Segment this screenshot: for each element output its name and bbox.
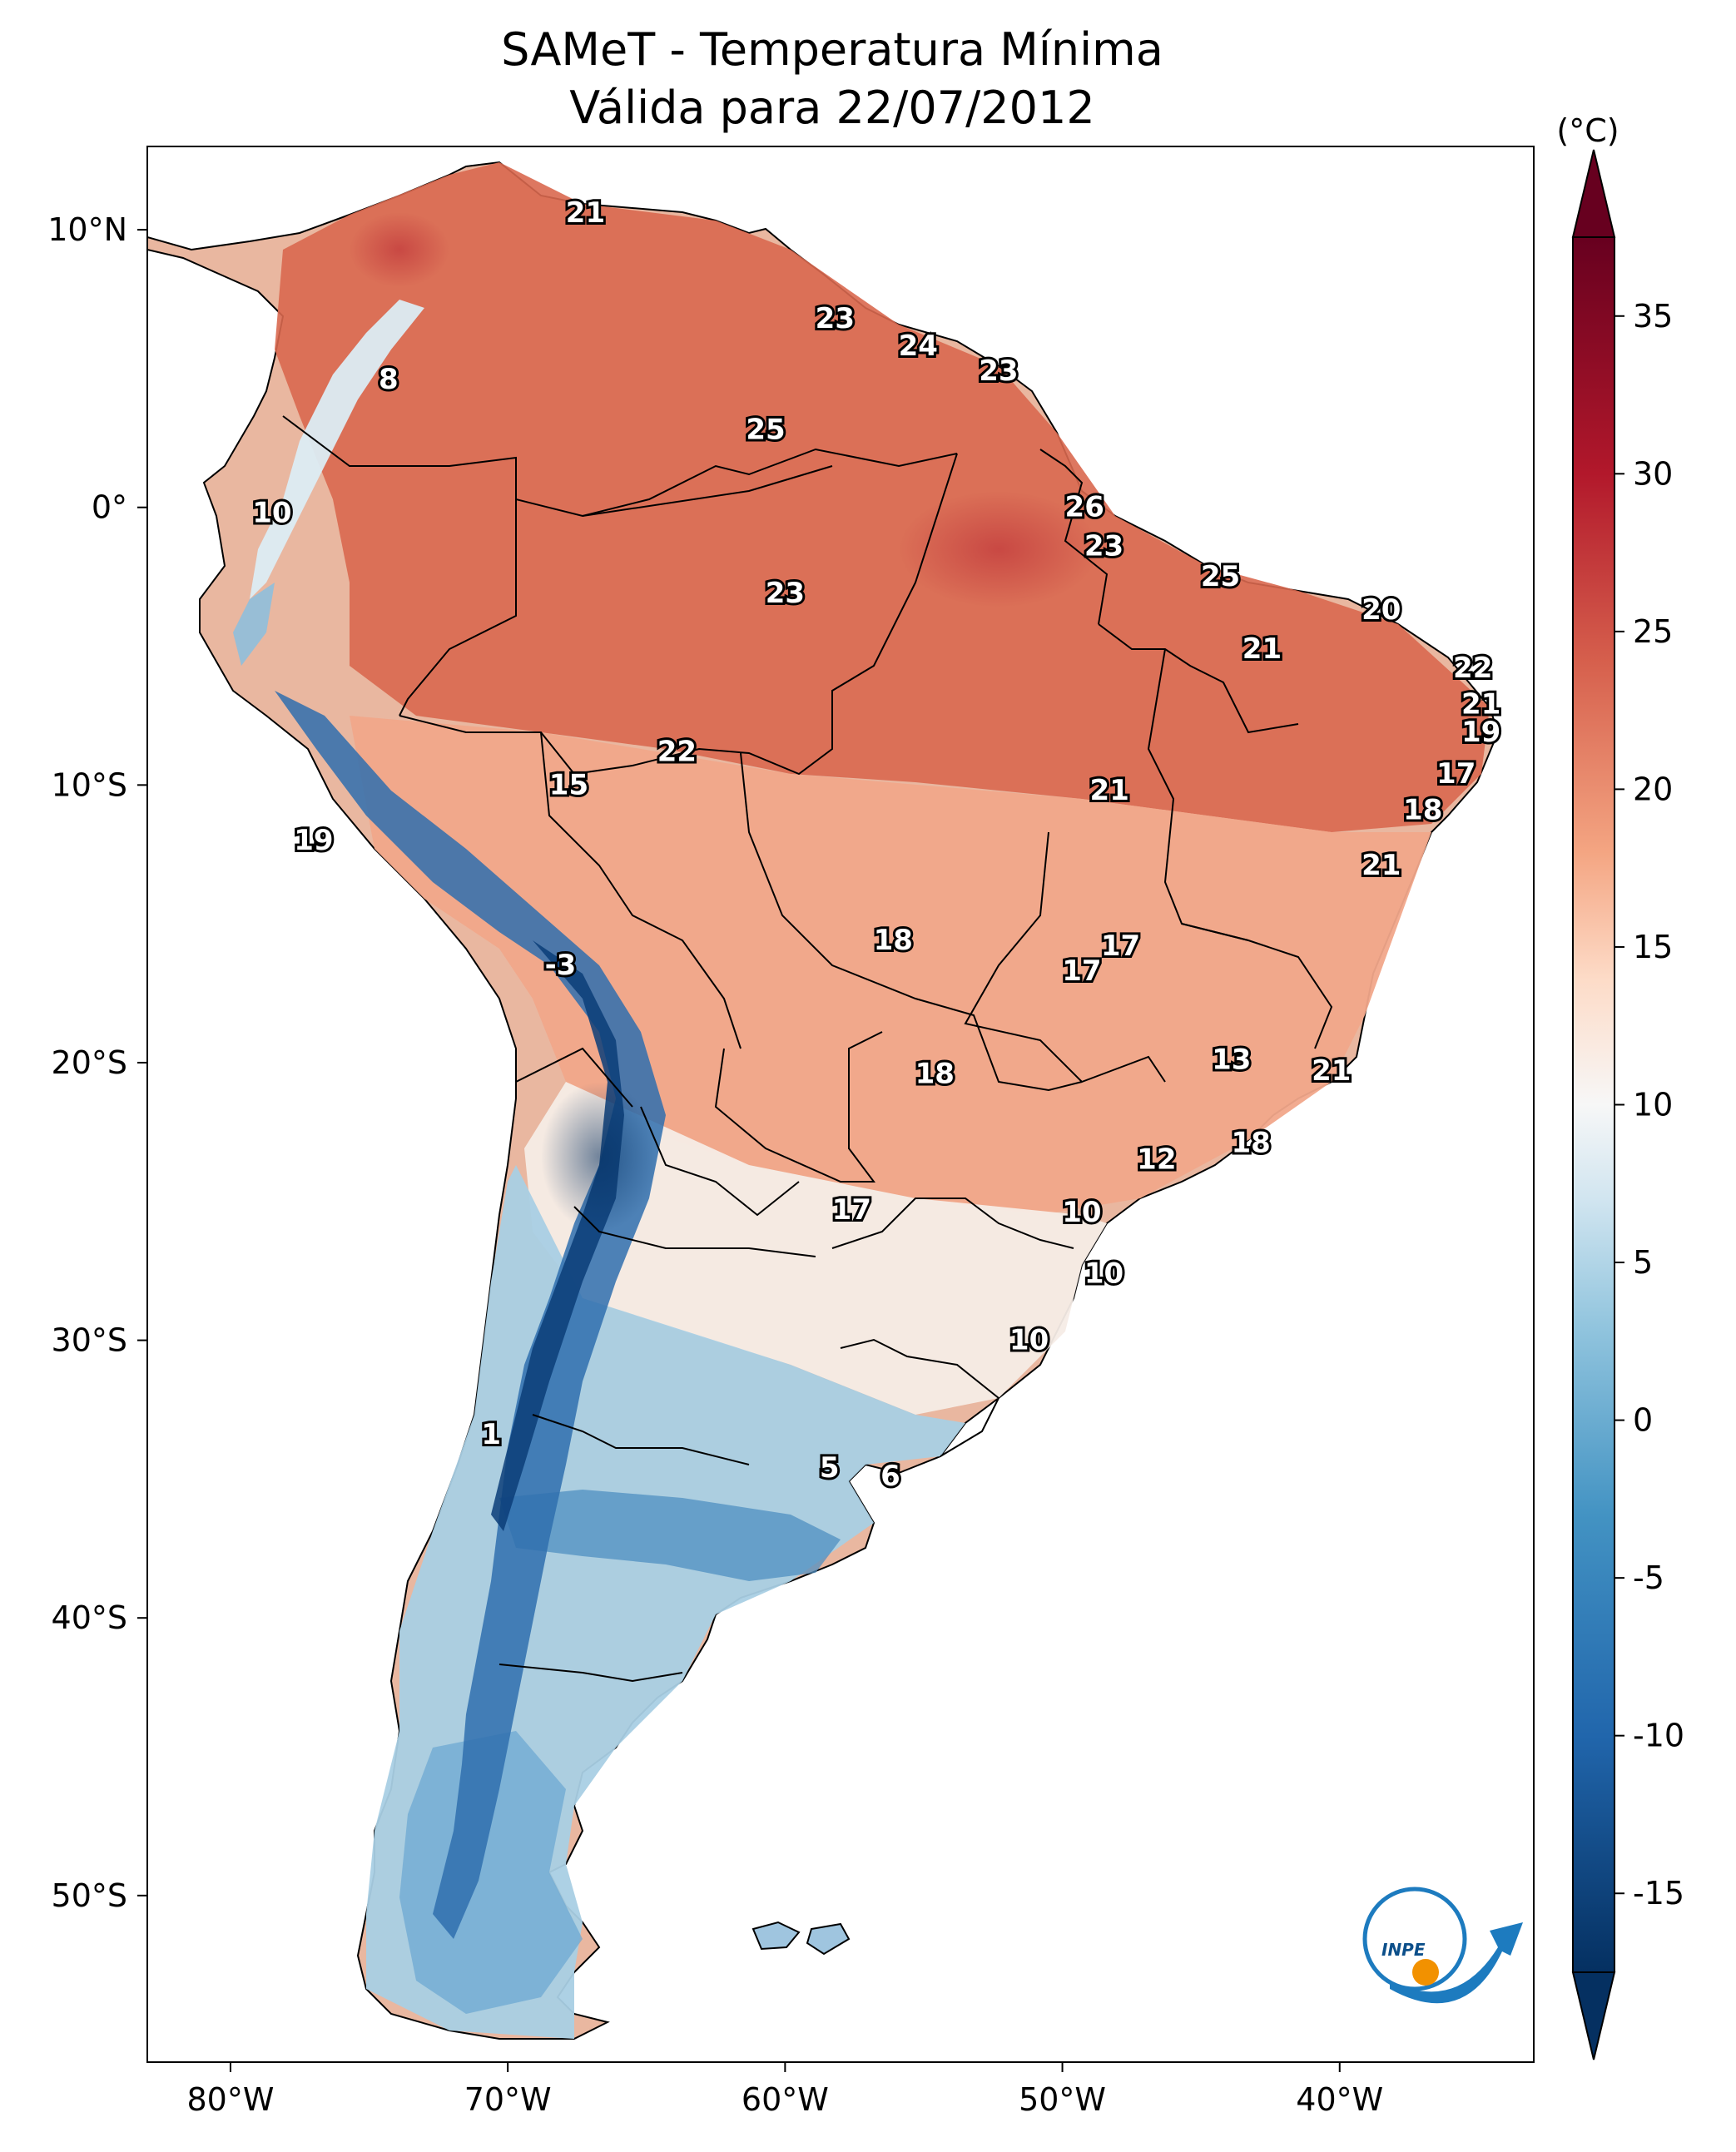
region-cold-patagonia [399, 1731, 583, 2014]
colorbar-tick-label: 15 [1633, 929, 1673, 965]
colorbar-tick-label: 30 [1633, 455, 1673, 492]
city-temperature-label: 10 [1084, 1257, 1123, 1291]
colorbar-ticks: 35 30 25 20 15 10 5 0 -5 -10 -15 [1614, 298, 1684, 1912]
colorbar-tick-label: 25 [1633, 613, 1673, 650]
city-temperature-label: 18 [874, 924, 913, 957]
logo-text: INPE [1381, 1940, 1426, 1960]
city-temperature-label: 18 [1403, 793, 1442, 826]
hotspot-venezuela [350, 212, 449, 287]
city-temperature-label: 17 [1062, 955, 1101, 988]
lon-tick-label: 50°W [1019, 2081, 1106, 2118]
lat-tick-label: 50°S [52, 1877, 127, 1914]
city-temperature-label: 10 [1062, 1196, 1101, 1229]
colorbar-unit: (°C) [1556, 112, 1619, 149]
city-temperature-label: 18 [1231, 1127, 1270, 1160]
colorbar-bar [1572, 236, 1615, 1973]
lat-tick-label: 30°S [52, 1322, 127, 1359]
city-temperature-label: 25 [1201, 560, 1240, 593]
city-temperature-label: 19 [294, 824, 333, 857]
map-area [147, 146, 1534, 2062]
lon-tick-label: 60°W [742, 2081, 829, 2118]
city-temperature-label: 23 [766, 577, 805, 610]
city-temperature-label: 12 [1137, 1143, 1176, 1177]
colorbar: (°C) 35 30 25 20 15 10 5 0 -5 -10 -15 [1556, 112, 1684, 2060]
city-temperature-label: 26 [1065, 491, 1104, 524]
city-temperature-label: 20 [1362, 593, 1401, 627]
city-temperature-label: 6 [880, 1460, 900, 1493]
colorbar-tick-label: -10 [1633, 1718, 1684, 1754]
colorbar-tick-label: 5 [1633, 1244, 1653, 1281]
colorbar-min-arrow [1571, 1971, 1616, 2060]
city-temperature-label: 21 [1312, 1054, 1351, 1088]
lat-tick-label: 10°S [52, 766, 127, 803]
city-temperature-label: 5 [820, 1451, 840, 1485]
city-temperature-label: 10 [1009, 1324, 1049, 1357]
region-colombia-andes [250, 300, 424, 599]
hotspot-amazon [899, 491, 1099, 607]
colorbar-tick-label: 10 [1633, 1087, 1673, 1123]
colorbar-tick-label: 20 [1633, 771, 1673, 807]
colorbar-tick-label: -5 [1633, 1559, 1664, 1596]
region-andes-ecuador [233, 583, 275, 666]
city-temperature-label: 8 [379, 363, 399, 396]
colorbar-tick-label: 0 [1633, 1402, 1653, 1439]
logo-dot-icon [1412, 1959, 1439, 1986]
lon-tick-label: 70°W [464, 2081, 552, 2118]
title-line2: Válida para 22/07/2012 [569, 82, 1094, 134]
city-temperature-label: 19 [1461, 716, 1500, 749]
city-temperature-label: 21 [566, 196, 605, 230]
city-temperature-label: 17 [1436, 757, 1476, 791]
city-temperature-label: 17 [832, 1193, 871, 1227]
colorbar-tick-label: 35 [1633, 298, 1673, 335]
city-temperature-label: 22 [657, 735, 697, 768]
lat-tick-label: 20°S [52, 1044, 127, 1081]
city-temperature-label: 18 [915, 1057, 955, 1090]
city-temperature-label: 13 [1212, 1044, 1251, 1077]
region-andes-coldest [491, 940, 624, 1531]
colorbar-max-arrow [1571, 149, 1616, 238]
city-temperature-label: 21 [1362, 849, 1401, 882]
logo-ring-icon [1362, 1887, 1467, 1991]
axis-ticks: 80°W 70°W 60°W 50°W 40°W 10°N 0° 10°S 20°S 30°S 40… [47, 211, 1383, 2118]
city-temperature-label: 21 [1090, 774, 1129, 807]
map-frame [146, 146, 1535, 2063]
logo-arrow-icon [1390, 1922, 1523, 2004]
region-pale [524, 1082, 1107, 1415]
city-temperature-label: -3 [545, 949, 577, 982]
region-warm-north [275, 162, 1490, 832]
city-temperature-label: 1 [481, 1418, 501, 1451]
city-temperature-label: 25 [746, 413, 785, 446]
city-temperature-label: 21 [1461, 688, 1500, 721]
inpe-logo: INPE [1362, 1887, 1523, 2004]
city-temperature-label: 23 [816, 302, 855, 335]
city-temperature-label: 23 [979, 355, 1018, 388]
colorbar-tick-label: -15 [1633, 1875, 1684, 1912]
political-borders [282, 415, 1333, 1683]
lat-tick-label: 10°N [47, 211, 127, 248]
city-temperature-label: 23 [1084, 529, 1123, 563]
city-temperature-label: 24 [899, 330, 938, 363]
city-temperature-label: 21 [1242, 632, 1282, 666]
region-andes-cold [275, 691, 666, 1939]
lat-tick-label: 40°S [52, 1599, 127, 1636]
lon-tick-label: 40°W [1296, 2081, 1383, 2118]
lat-tick-label: 0° [92, 489, 127, 526]
falkland-islands [751, 1921, 851, 1956]
city-temperature-label: 22 [1453, 652, 1492, 685]
region-cold-pampas [499, 1490, 841, 1581]
city-temperature-label: 10 [252, 496, 291, 529]
city-temperature-label: 17 [1101, 930, 1140, 963]
value-labels: 2181023242325262323252021222119171821221… [250, 194, 1503, 1495]
city-temperature-label: 15 [549, 768, 588, 801]
lon-tick-label: 80°W [186, 2081, 274, 2118]
coldspot-altiplano [541, 1082, 657, 1232]
title-line1: SAMeT - Temperatura Mínima [501, 23, 1163, 76]
